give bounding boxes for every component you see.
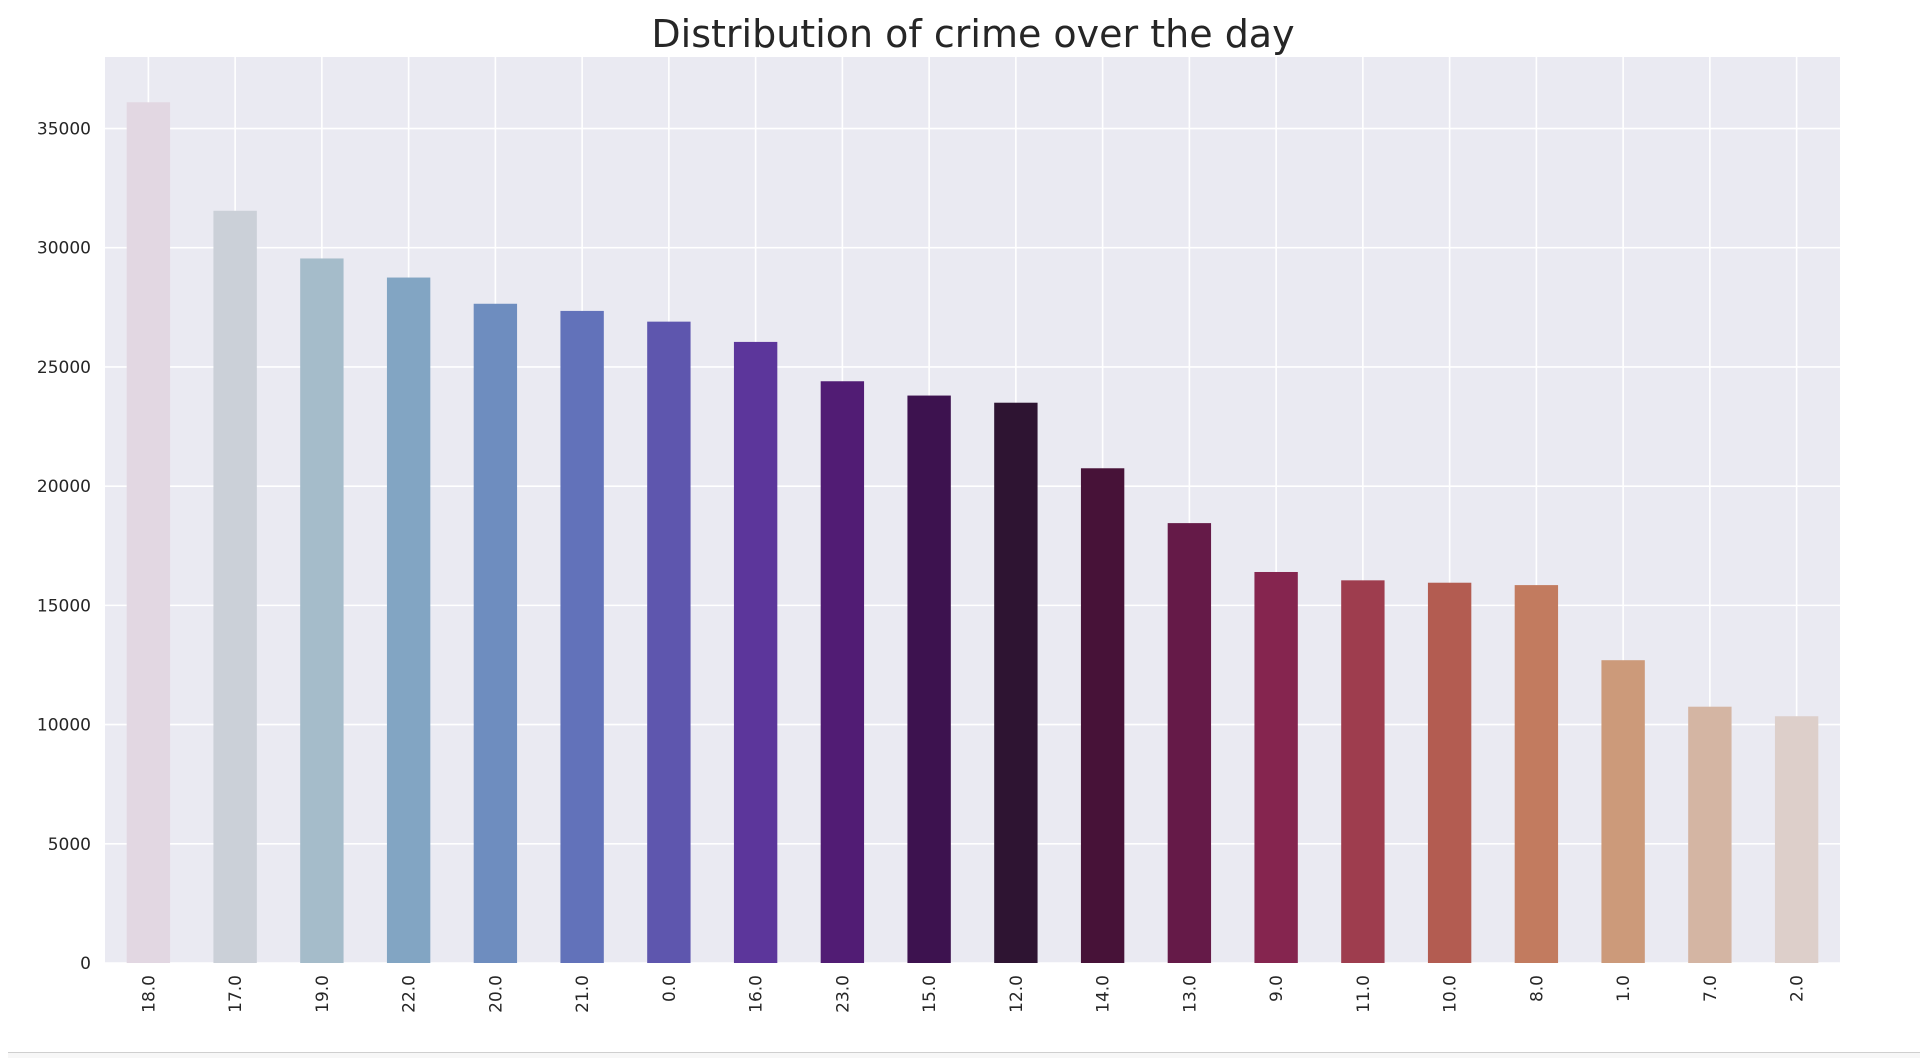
bar-8-0 <box>1514 585 1559 963</box>
x-tick-label: 10.0 <box>1441 975 1461 1013</box>
y-tick-label: 0 <box>80 954 91 974</box>
x-tick-label: 18.0 <box>139 975 159 1013</box>
x-tick-label: 0.0 <box>660 975 680 1002</box>
y-tick-label: 5000 <box>48 835 91 855</box>
x-tick-label: 14.0 <box>1094 975 1114 1013</box>
y-tick-label: 20000 <box>37 477 91 497</box>
bar-0-0 <box>647 321 691 964</box>
bar-21-0 <box>560 310 604 963</box>
x-tick-label: 9.0 <box>1267 975 1287 1002</box>
x-tick-label: 7.0 <box>1701 975 1721 1002</box>
x-tick-label: 8.0 <box>1527 975 1547 1002</box>
bar-20-0 <box>473 303 518 964</box>
bar-14-0 <box>1080 468 1125 963</box>
bar-17-0 <box>213 210 257 963</box>
bottom-divider <box>8 1052 1920 1058</box>
bar-13-0 <box>1167 523 1212 963</box>
y-tick-label: 15000 <box>37 596 91 616</box>
bar-22-0 <box>386 277 431 964</box>
x-tick-label: 20.0 <box>486 975 506 1013</box>
bar-2-0 <box>1774 716 1819 963</box>
x-tick-label: 13.0 <box>1180 975 1200 1013</box>
bar-9-0 <box>1254 571 1298 963</box>
x-tick-label: 21.0 <box>573 975 593 1013</box>
x-tick-label: 11.0 <box>1354 975 1374 1013</box>
bar-23-0 <box>820 381 865 963</box>
bar-12-0 <box>994 402 1038 963</box>
x-tick-label: 23.0 <box>833 975 853 1013</box>
bar-1-0 <box>1601 660 1645 963</box>
x-tick-label: 19.0 <box>313 975 333 1013</box>
bar-16-0 <box>733 341 778 963</box>
chart-title: Distribution of crime over the day <box>651 12 1294 56</box>
x-tick-label: 2.0 <box>1788 975 1808 1002</box>
x-tick-label: 22.0 <box>400 975 420 1013</box>
y-tick-label: 30000 <box>37 239 91 259</box>
y-tick-label: 35000 <box>37 120 91 140</box>
bar-7-0 <box>1688 706 1732 963</box>
y-axis-tick-labels: 0 5000 10000 15000 20000 25000 30000 35000 <box>37 120 91 974</box>
bar-10-0 <box>1427 582 1472 963</box>
bar-11-0 <box>1341 580 1385 963</box>
x-tick-label: 12.0 <box>1007 975 1027 1013</box>
x-tick-label: 1.0 <box>1614 975 1634 1002</box>
bar-18-0 <box>126 102 171 964</box>
x-axis-tick-labels: 18.0 17.0 19.0 22.0 20.0 21.0 0.0 16.0 23.0 15.0 1… <box>139 975 1807 1013</box>
bar-15-0 <box>907 395 951 964</box>
y-tick-label: 25000 <box>37 358 91 378</box>
bars <box>126 102 1819 964</box>
x-tick-label: 16.0 <box>747 975 767 1013</box>
plot-area <box>105 57 1840 963</box>
x-tick-label: 17.0 <box>226 975 246 1013</box>
y-tick-label: 10000 <box>37 716 91 736</box>
bar-19-0 <box>300 258 344 963</box>
x-tick-label: 15.0 <box>920 975 940 1013</box>
